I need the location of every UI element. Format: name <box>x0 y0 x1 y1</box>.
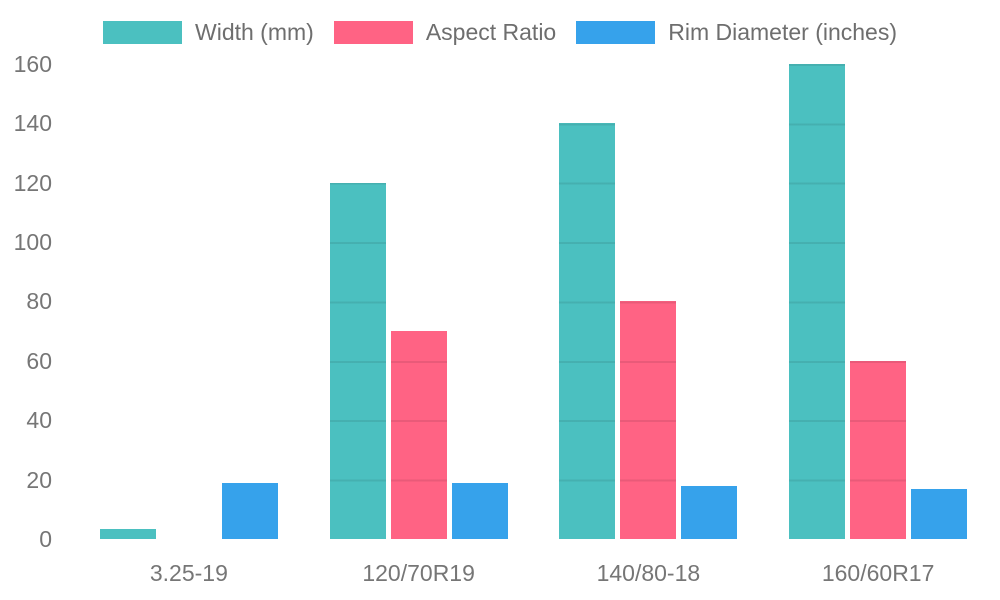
bar-aspect-ratio-120/70R19[interactable] <box>390 331 447 539</box>
bar-width-mm-3.25-19[interactable] <box>99 529 156 539</box>
bar-width-mm-140/80-18[interactable] <box>559 123 616 539</box>
bar-rim-diameter-inches-3.25-19[interactable] <box>221 482 278 539</box>
legend-swatch-icon <box>103 21 182 44</box>
y-tick-label: 20 <box>26 466 52 493</box>
legend-swatch-icon <box>576 21 656 44</box>
legend-item-2[interactable]: Rim Diameter (inches) <box>576 19 897 46</box>
y-tick-label: 60 <box>26 347 52 374</box>
bar-aspect-ratio-160/60R17[interactable] <box>850 360 907 539</box>
y-tick-label: 140 <box>13 110 52 137</box>
bar-group-160/60R17 <box>789 0 968 539</box>
bar-rim-diameter-inches-140/80-18[interactable] <box>681 485 738 539</box>
plot-area <box>74 0 993 539</box>
legend-label: Aspect Ratio <box>425 19 557 45</box>
y-tick-label: 0 <box>39 526 52 552</box>
legend-label: Width (mm) <box>195 19 314 45</box>
x-tick-label: 160/60R17 <box>821 560 935 586</box>
y-tick-label: 80 <box>26 288 52 315</box>
bar-aspect-ratio-140/80-18[interactable] <box>620 301 677 539</box>
y-tick-label: 120 <box>13 169 52 196</box>
legend-swatch-icon <box>333 21 413 44</box>
x-tick-label: 120/70R19 <box>362 560 475 586</box>
bar-group-120/70R19 <box>329 0 508 539</box>
y-axis: 0 20 40 60 80 100 120 140 160 <box>0 0 52 600</box>
y-tick-label: 160 <box>13 50 52 77</box>
x-axis: 3.25-19 120/70R19 140/80-18 160/60R17 <box>0 558 1000 590</box>
y-tick-label: 40 <box>26 407 52 434</box>
bar-group-140/80-18 <box>559 0 738 539</box>
bar-rim-diameter-inches-160/60R17[interactable] <box>911 488 968 539</box>
legend-label: Rim Diameter (inches) <box>668 19 897 45</box>
legend-item-0[interactable]: Width (mm) <box>103 19 314 46</box>
bar-width-mm-120/70R19[interactable] <box>329 182 386 539</box>
bar-group-3.25-19 <box>99 0 278 539</box>
x-tick-label: 3.25-19 <box>149 560 228 586</box>
bar-rim-diameter-inches-120/70R19[interactable] <box>451 482 508 539</box>
x-tick-label: 140/80-18 <box>596 560 701 586</box>
chart-legend: Width (mm) Aspect Ratio Rim Diameter (inch… <box>0 19 1000 46</box>
y-tick-label: 100 <box>13 229 52 256</box>
legend-item-1[interactable]: Aspect Ratio <box>333 19 557 46</box>
bar-width-mm-160/60R17[interactable] <box>789 63 846 539</box>
